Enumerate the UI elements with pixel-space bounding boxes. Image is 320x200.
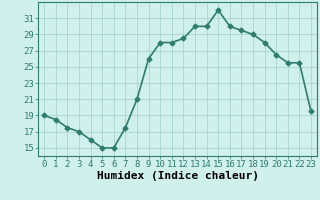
X-axis label: Humidex (Indice chaleur): Humidex (Indice chaleur) — [97, 171, 259, 181]
